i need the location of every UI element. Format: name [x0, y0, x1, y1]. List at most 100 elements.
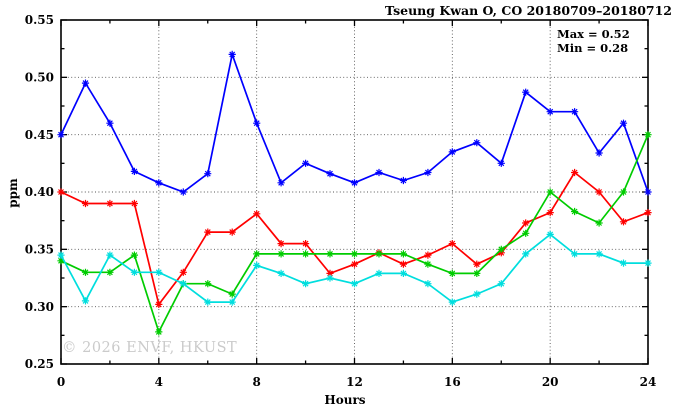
series-blue-marker [179, 188, 187, 196]
series-blue-marker [522, 88, 530, 96]
series-blue-marker [277, 179, 285, 187]
y-tick-label: 0.30 [25, 300, 54, 314]
series-blue-marker [155, 179, 163, 187]
series-green-marker [375, 250, 383, 258]
series-blue-marker [399, 176, 407, 185]
series-cyan-marker [130, 268, 138, 276]
series-red-marker [619, 218, 628, 226]
series-blue-marker [473, 139, 481, 147]
series-cyan-marker [448, 298, 456, 306]
series-red-marker [522, 219, 530, 227]
series-green-marker [130, 251, 138, 259]
x-tick-label: 24 [640, 375, 657, 389]
series-blue-marker [350, 179, 359, 187]
series-red-marker [179, 268, 187, 276]
series-green-marker [522, 229, 530, 237]
series-red-marker [130, 199, 138, 208]
series-green-marker [302, 250, 310, 258]
series-red-marker [326, 269, 334, 277]
series-red-marker [81, 199, 90, 208]
series-green-marker [277, 250, 285, 258]
series-cyan-marker [473, 290, 481, 298]
series-blue-marker [106, 119, 114, 127]
series-green-marker [350, 250, 359, 258]
series-green-marker [228, 290, 236, 298]
series-blue-marker [595, 149, 603, 157]
series-cyan-marker [399, 269, 407, 277]
series-blue-marker [644, 188, 652, 196]
series-green-marker [424, 260, 432, 268]
y-tick-label: 0.55 [25, 13, 54, 27]
series-blue-marker [546, 108, 554, 116]
series-green-marker [546, 188, 554, 196]
series-red-marker [595, 188, 603, 196]
series-green-marker [448, 269, 456, 277]
series-cyan-marker [375, 269, 383, 277]
series-cyan-marker [571, 250, 579, 258]
series-blue-marker [571, 108, 579, 116]
series-blue-marker [448, 148, 456, 156]
y-axis-label: ppm [6, 178, 20, 208]
series-cyan-marker [546, 230, 554, 238]
series-red-marker [571, 168, 579, 177]
series-cyan-marker [595, 250, 603, 258]
x-tick-label: 4 [155, 375, 163, 389]
series-green-marker [326, 250, 334, 258]
series-cyan-marker [350, 280, 359, 288]
series-cyan-marker [228, 298, 236, 306]
series-green-marker [399, 250, 407, 258]
series-green-marker [619, 188, 628, 196]
series-red-marker [277, 240, 285, 248]
series-cyan-marker [522, 250, 530, 258]
series-blue-marker [424, 168, 432, 177]
series-cyan-marker [424, 280, 432, 288]
series-blue-marker [130, 167, 138, 175]
watermark: © 2026 ENVF, HKUST [62, 340, 238, 356]
series-blue-marker [81, 79, 90, 87]
series-blue-marker [375, 168, 383, 177]
y-tick-label: 0.50 [25, 71, 54, 85]
series-red-marker [302, 240, 310, 248]
series-blue-marker [204, 170, 212, 178]
series-red-marker [424, 251, 432, 259]
series-red-marker [228, 228, 236, 236]
series-blue-marker [57, 131, 65, 139]
series-red-marker [106, 199, 114, 208]
series-red-marker [253, 210, 261, 218]
series-cyan-marker [619, 259, 628, 267]
series-cyan-marker [302, 280, 310, 288]
y-tick-label: 0.40 [25, 185, 54, 199]
series-cyan-marker [57, 251, 65, 259]
series-green-marker [155, 328, 163, 336]
series-cyan-marker [204, 298, 212, 306]
series-blue-marker [302, 159, 310, 167]
y-tick-label: 0.45 [25, 128, 54, 142]
series-blue-marker [497, 159, 505, 167]
series-green-marker [253, 250, 261, 258]
series-green-marker [204, 280, 212, 288]
chart-title: Tseung Kwan O, CO 20180709–20180712 [384, 3, 672, 18]
series-red-marker [546, 209, 554, 217]
x-tick-label: 16 [444, 375, 461, 389]
series-green-marker [81, 268, 90, 276]
series-red-marker [204, 228, 212, 236]
series-blue-marker [619, 119, 628, 127]
x-tick-label: 0 [57, 375, 65, 389]
x-axis-label: Hours [324, 393, 366, 407]
series-green-marker [473, 269, 481, 277]
series-green-marker [57, 257, 65, 265]
series-cyan-marker [277, 269, 285, 277]
series-red-marker [155, 300, 163, 308]
series-green-marker [497, 245, 505, 253]
series-blue-marker [326, 170, 334, 178]
series-blue-marker [228, 50, 236, 58]
series-cyan-marker [644, 259, 652, 267]
series-red-marker [473, 260, 481, 268]
series-cyan-marker [106, 251, 114, 259]
series-cyan-marker [155, 268, 163, 276]
series-red-marker [644, 209, 652, 217]
series-cyan-marker [81, 297, 90, 305]
series-blue-marker [253, 119, 261, 127]
series-cyan-marker [497, 280, 505, 288]
